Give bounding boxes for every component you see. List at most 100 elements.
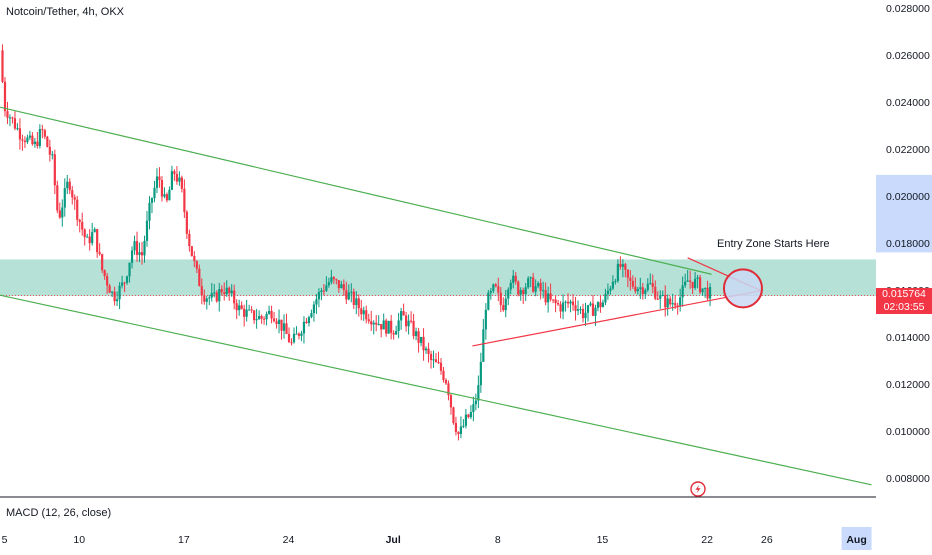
candle-body <box>419 336 423 343</box>
candle-body <box>233 290 236 304</box>
candle-body <box>377 324 380 326</box>
candle-body <box>539 283 542 291</box>
candles-layer <box>1 44 712 441</box>
candle-body <box>230 290 233 294</box>
price-axis-tick-label: 0.022000 <box>886 144 930 156</box>
candle-body <box>265 313 268 320</box>
candle-body <box>636 288 639 292</box>
candle-body <box>312 304 316 314</box>
candle-body <box>111 291 114 293</box>
candle-body <box>48 146 51 155</box>
candle-body <box>285 323 288 334</box>
candle-body <box>489 290 492 293</box>
candle-body <box>365 310 368 320</box>
candle-body <box>385 320 388 334</box>
candle-body <box>155 176 159 188</box>
candle-body <box>402 311 405 316</box>
candle-body <box>335 279 338 281</box>
candle-body <box>459 426 463 434</box>
candle-body <box>424 348 428 351</box>
candle-body <box>51 154 54 156</box>
candle-body <box>18 128 22 140</box>
candle-body <box>397 320 400 331</box>
candle-body <box>666 298 669 308</box>
candle-body <box>128 262 131 277</box>
candle-body <box>527 278 530 288</box>
candle-body <box>644 289 647 294</box>
candle-body <box>564 301 567 303</box>
candle-body <box>150 198 154 203</box>
candle-body <box>392 332 395 335</box>
time-axis-tick-label: 10 <box>73 534 85 546</box>
candle-body <box>444 380 448 384</box>
candle-body <box>280 319 283 331</box>
candle-body <box>427 348 430 354</box>
candle-body <box>639 287 642 289</box>
candle-body <box>297 333 301 336</box>
candle-body <box>591 303 595 316</box>
candle-body <box>16 128 19 130</box>
macd-indicator-label[interactable]: MACD (12, 26, close) <box>6 507 112 519</box>
chart-title: Notcoin/Tether, 4h, OKX <box>6 6 125 18</box>
candle-body <box>213 292 216 294</box>
candle-body <box>148 202 151 221</box>
candle-body <box>542 290 545 292</box>
candle-body <box>534 286 537 292</box>
candle-body <box>61 207 64 218</box>
candle-body <box>629 277 632 281</box>
candle-body <box>390 320 393 333</box>
candle-body <box>260 316 263 319</box>
candle-body <box>454 423 458 433</box>
candle-body <box>566 301 570 304</box>
candle-body <box>73 197 76 200</box>
candle-body <box>43 130 46 137</box>
candle-body <box>664 295 667 308</box>
candle-body <box>108 285 111 293</box>
candle-body <box>123 282 126 284</box>
candle-body <box>686 280 689 282</box>
candle-body <box>106 276 109 286</box>
candle-body <box>98 252 101 255</box>
candle-body <box>210 293 213 298</box>
candle-body <box>93 229 96 233</box>
candle-body <box>504 298 507 311</box>
candle-body <box>604 294 607 303</box>
candle-body <box>66 181 69 189</box>
channel-lower-line[interactable] <box>0 294 872 486</box>
candle-body <box>554 299 557 304</box>
candle-body <box>352 291 355 305</box>
candle-body <box>78 219 81 222</box>
triangle-lower-line[interactable] <box>472 290 762 347</box>
time-axis-layer: 5 10 17 24 Jul 8 15 22 26 Aug <box>2 481 872 550</box>
candle-body <box>320 290 323 292</box>
price-axis-layer: 0.028000 0.026000 0.024000 0.022000 0.020000… <box>886 3 930 485</box>
lightning-icon[interactable] <box>690 481 706 497</box>
time-axis-tick-label: 8 <box>495 534 501 546</box>
candle-body <box>91 232 94 244</box>
candle-body <box>1 50 4 82</box>
candle-body <box>290 342 293 344</box>
entry-zone-circle[interactable] <box>722 268 763 309</box>
candle-body <box>223 292 226 295</box>
candle-body <box>125 276 129 283</box>
candle-body <box>300 333 303 336</box>
candle-body <box>626 269 629 278</box>
time-axis-tick-label: 26 <box>761 534 773 546</box>
channel-upper-line[interactable] <box>0 106 712 275</box>
candle-body <box>83 229 86 238</box>
candle-body <box>305 321 308 323</box>
candle-body <box>143 240 146 256</box>
candle-body <box>472 404 475 413</box>
candle-body <box>656 298 659 300</box>
candle-body <box>145 220 149 241</box>
candle-body <box>317 291 321 300</box>
entry-zone-label[interactable]: Entry Zone Starts Here <box>717 238 830 250</box>
candle-body <box>517 281 520 295</box>
candle-body <box>113 291 116 302</box>
candle-body <box>370 321 373 325</box>
candle-body <box>41 129 44 131</box>
candle-body <box>258 316 261 320</box>
candle-body <box>514 275 517 282</box>
